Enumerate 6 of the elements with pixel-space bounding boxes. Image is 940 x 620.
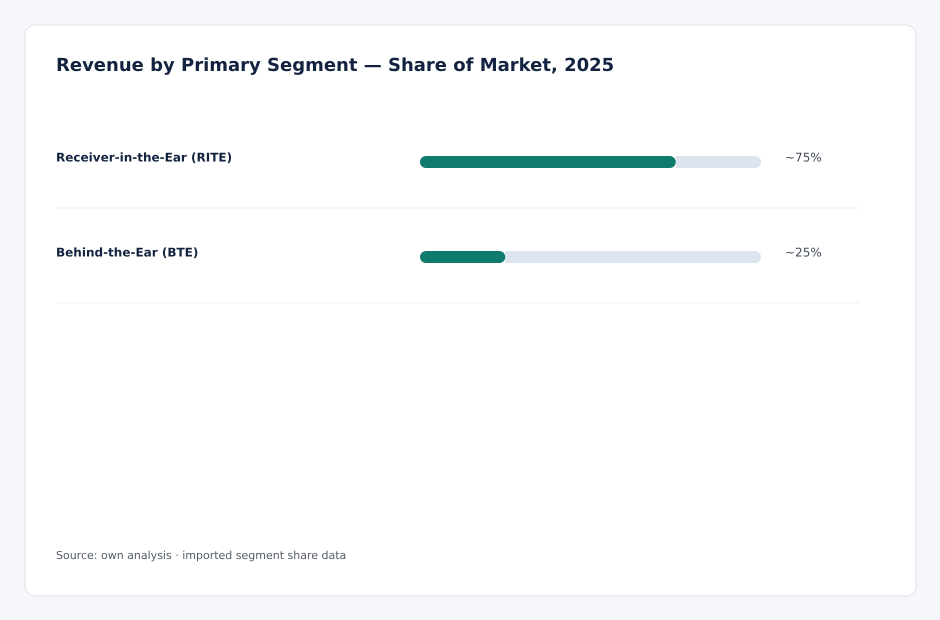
y-tick-label: Behind-the-Ear (BTE) bbox=[56, 245, 198, 260]
data-label: ~25% bbox=[785, 245, 822, 260]
source-note: Source: own analysis · imported segment share data bbox=[56, 549, 346, 562]
chart-title: Revenue by Primary Segment — Share of Market, 2025 bbox=[56, 55, 614, 76]
y-tick-label: Receiver-in-the-Ear (RITE) bbox=[56, 150, 232, 164]
data-label: ~75% bbox=[785, 150, 822, 164]
